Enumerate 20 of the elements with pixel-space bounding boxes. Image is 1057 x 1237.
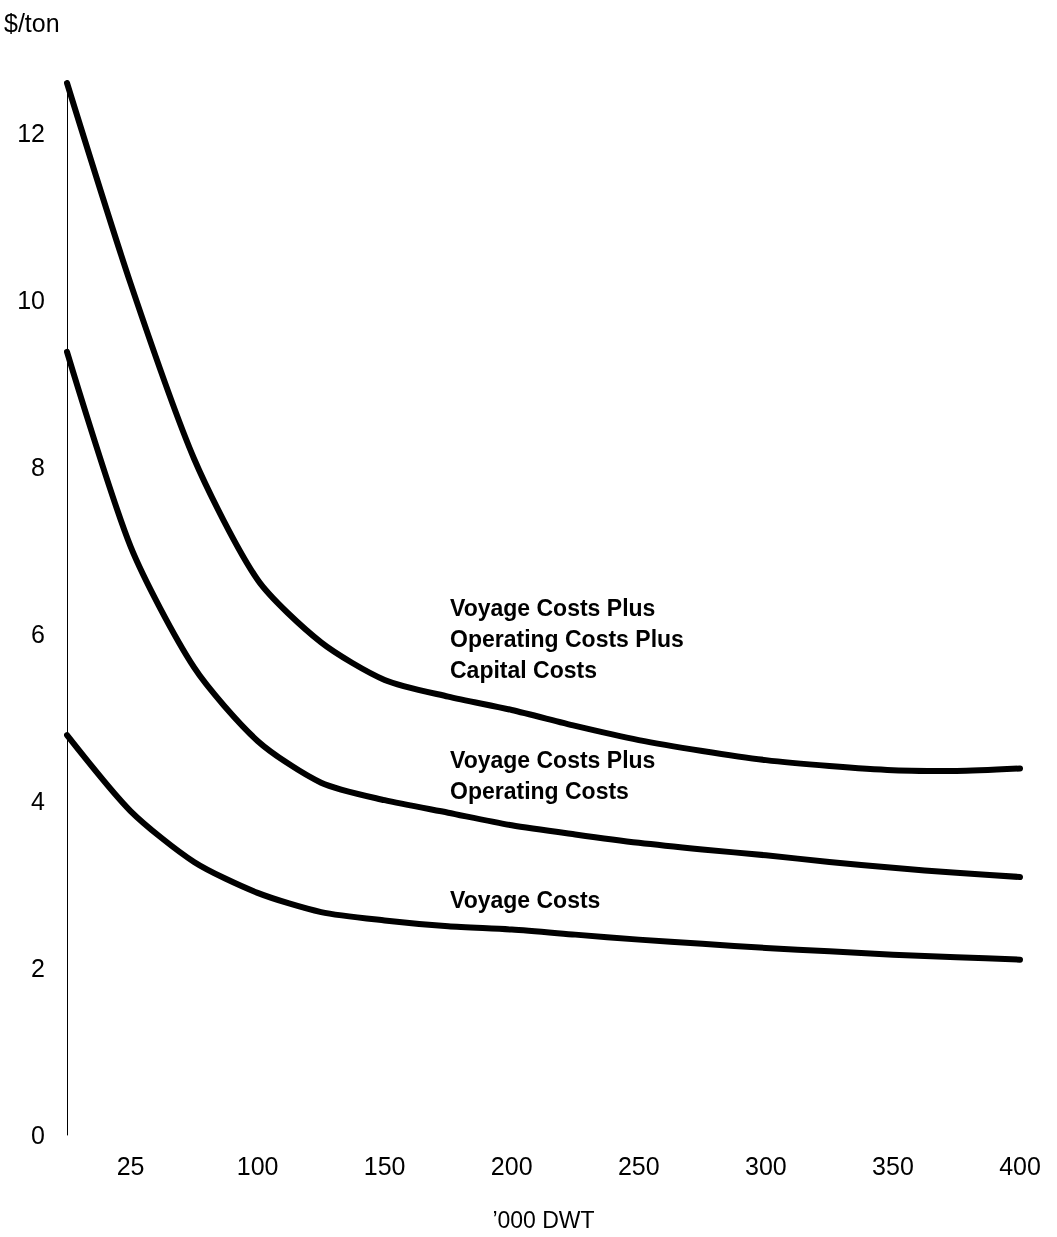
y-tick-label: 0	[31, 1121, 45, 1149]
x-tick-label: 200	[490, 1151, 533, 1180]
y-tick-label: 6	[31, 620, 45, 649]
x-tick-label: 300	[745, 1151, 787, 1180]
x-tick-label: 350	[872, 1151, 914, 1180]
y-tick-label: 4	[31, 787, 46, 816]
y-tick-label: 12	[17, 119, 45, 148]
series-label: Voyage Costs Plus Operating Costs	[450, 746, 656, 804]
x-tick-label: 25	[116, 1151, 145, 1180]
x-axis-title: ’000 DWT	[492, 1206, 595, 1233]
x-tick-label: 250	[617, 1151, 660, 1180]
y-tick-label: 8	[31, 453, 45, 482]
x-tick-label: 150	[363, 1151, 406, 1180]
series-label: Voyage Costs	[450, 886, 601, 913]
series-label: Voyage Costs Plus Operating Costs Plus Capital Costs	[450, 594, 684, 683]
x-tick-label: 400	[999, 1151, 1041, 1180]
y-tick-label: 2	[31, 954, 45, 983]
x-tick-label: 100	[236, 1151, 279, 1180]
y-axis-title: $/ton	[4, 8, 60, 37]
y-tick-label: 10	[17, 286, 45, 315]
